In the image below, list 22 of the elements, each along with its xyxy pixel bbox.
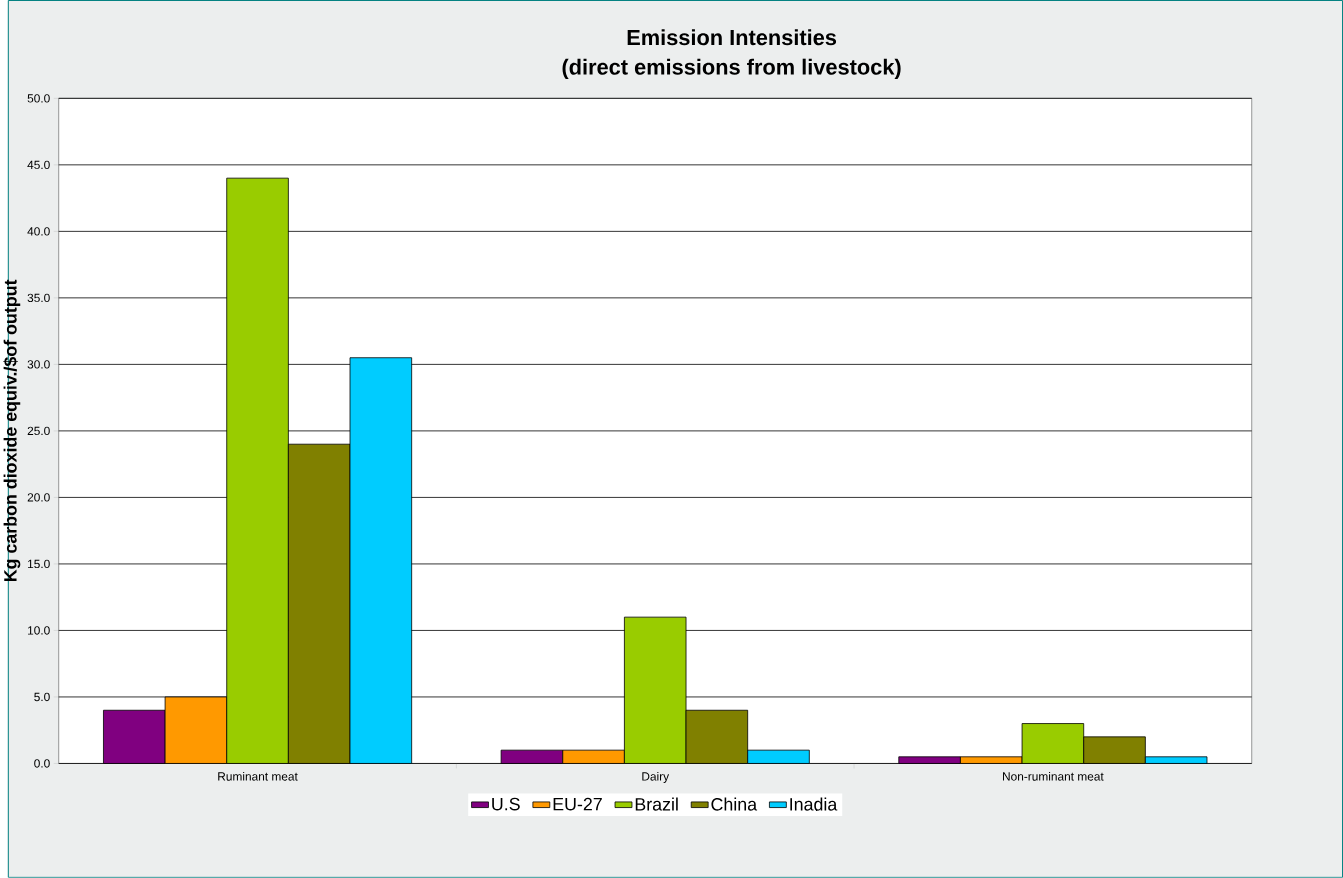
y-tick-label: 20.0 [27, 493, 50, 502]
legend-label: EU-27 [553, 797, 602, 811]
legend-label: China [711, 797, 758, 811]
y-tick-label: 15.0 [28, 559, 50, 569]
y-tick-label: 50.0 [27, 94, 50, 103]
chart-subtitle: (direct emissions from livestock) [562, 58, 901, 80]
y-axis-title: Kg carbon dioxide equiv./$of output [3, 279, 21, 582]
chart-title: Emission Intensities [627, 29, 837, 46]
y-tick-label: 35.0 [27, 293, 50, 303]
y-tick-label: 10.0 [28, 626, 50, 635]
y-tick-label: 5.0 [34, 692, 50, 702]
x-tick-label: Non-ruminant meat [1003, 772, 1104, 781]
x-tick-label: Dairy [642, 772, 670, 784]
legend-label: Brazil [635, 797, 678, 811]
x-tick-label: Ruminant meat [218, 772, 298, 781]
legend-label: Inadia [790, 797, 838, 811]
y-tick-label: 40.0 [27, 227, 50, 236]
y-tick-label: 25.0 [27, 426, 50, 436]
y-tick-label: 30.0 [27, 360, 50, 369]
y-tick-label: 0.0 [34, 759, 50, 768]
y-tick-label: 45.0 [27, 160, 50, 170]
legend-label: U.S [492, 797, 520, 811]
